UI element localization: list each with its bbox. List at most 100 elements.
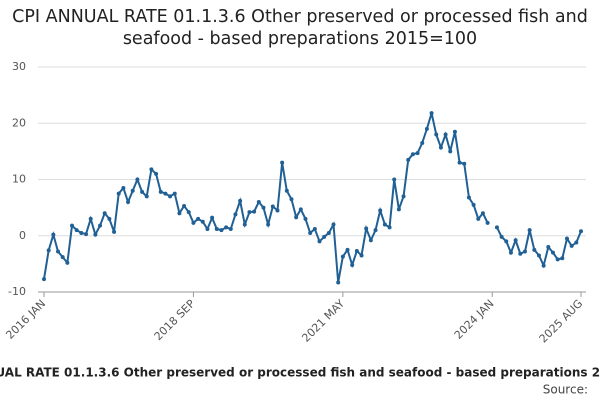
point bbox=[298, 207, 303, 212]
point bbox=[373, 228, 378, 233]
point bbox=[406, 157, 411, 162]
point bbox=[438, 145, 443, 150]
point bbox=[102, 211, 107, 216]
point bbox=[233, 212, 238, 217]
point bbox=[326, 230, 331, 235]
point bbox=[70, 223, 75, 228]
point bbox=[177, 211, 182, 216]
point bbox=[284, 188, 289, 193]
point bbox=[368, 238, 373, 243]
point bbox=[163, 191, 168, 196]
point bbox=[462, 161, 467, 166]
point bbox=[480, 211, 485, 216]
point bbox=[140, 189, 145, 194]
point bbox=[196, 216, 201, 221]
point bbox=[294, 215, 299, 220]
point bbox=[93, 232, 98, 237]
source: Source: bbox=[543, 383, 588, 397]
point bbox=[569, 243, 574, 248]
point bbox=[186, 210, 191, 215]
point bbox=[252, 209, 257, 214]
point bbox=[494, 225, 499, 230]
point bbox=[182, 203, 187, 208]
point bbox=[56, 249, 61, 254]
point bbox=[303, 216, 308, 221]
point bbox=[280, 160, 285, 165]
point bbox=[434, 132, 439, 137]
point bbox=[261, 205, 266, 210]
point bbox=[107, 216, 112, 221]
point bbox=[466, 195, 471, 200]
point bbox=[359, 253, 364, 258]
point bbox=[541, 263, 546, 268]
point bbox=[275, 208, 280, 213]
point bbox=[429, 111, 434, 116]
point bbox=[210, 215, 215, 220]
point bbox=[74, 228, 79, 233]
point bbox=[266, 222, 271, 227]
point bbox=[555, 257, 560, 262]
point bbox=[219, 228, 224, 233]
y-tick-label: 0 bbox=[19, 229, 26, 242]
point bbox=[42, 277, 46, 282]
caption: CPI ANNUAL RATE 01.1.3.6 Other preserved… bbox=[0, 366, 600, 380]
point bbox=[532, 247, 537, 252]
x-tick-label: 2025 AUG bbox=[537, 297, 586, 346]
y-tick-label: 20 bbox=[12, 116, 26, 129]
point bbox=[420, 140, 425, 145]
point bbox=[322, 234, 327, 239]
point bbox=[256, 200, 261, 204]
chart-title: CPI ANNUAL RATE 01.1.3.6 Other preserved… bbox=[12, 7, 588, 49]
point bbox=[546, 245, 551, 249]
point bbox=[387, 225, 392, 230]
x-tick-label: 2018 SEP bbox=[152, 297, 198, 343]
point bbox=[560, 256, 565, 261]
point bbox=[126, 200, 131, 204]
point bbox=[504, 239, 509, 244]
point bbox=[424, 126, 429, 131]
point bbox=[382, 222, 387, 227]
point bbox=[579, 229, 583, 234]
point bbox=[51, 232, 56, 237]
x-tick-label: 2016 JAN bbox=[3, 297, 48, 342]
point bbox=[191, 220, 196, 225]
point bbox=[168, 194, 173, 199]
y-tick-label: 10 bbox=[12, 173, 26, 186]
point bbox=[84, 232, 89, 237]
point bbox=[415, 151, 420, 156]
point bbox=[401, 194, 406, 199]
point bbox=[354, 248, 359, 253]
point bbox=[345, 247, 350, 252]
point bbox=[65, 260, 70, 265]
point bbox=[270, 204, 275, 209]
point bbox=[317, 239, 322, 244]
point bbox=[340, 254, 345, 259]
point bbox=[238, 198, 243, 203]
point bbox=[508, 250, 513, 255]
point bbox=[205, 227, 210, 231]
point bbox=[564, 236, 569, 241]
point bbox=[574, 240, 579, 245]
y-tick-label: -10 bbox=[8, 285, 26, 298]
point bbox=[312, 227, 317, 231]
point bbox=[79, 230, 84, 235]
point bbox=[364, 226, 369, 231]
point bbox=[88, 216, 93, 221]
point bbox=[513, 238, 518, 243]
point bbox=[331, 222, 336, 227]
point bbox=[158, 189, 163, 194]
point bbox=[476, 216, 481, 221]
point bbox=[289, 197, 294, 202]
point bbox=[46, 248, 51, 253]
point bbox=[527, 228, 532, 233]
point bbox=[350, 263, 355, 267]
point bbox=[396, 207, 401, 212]
point bbox=[224, 225, 229, 230]
point bbox=[130, 188, 135, 193]
point bbox=[247, 210, 252, 215]
point bbox=[214, 227, 219, 231]
point bbox=[452, 129, 457, 134]
point bbox=[116, 191, 121, 196]
